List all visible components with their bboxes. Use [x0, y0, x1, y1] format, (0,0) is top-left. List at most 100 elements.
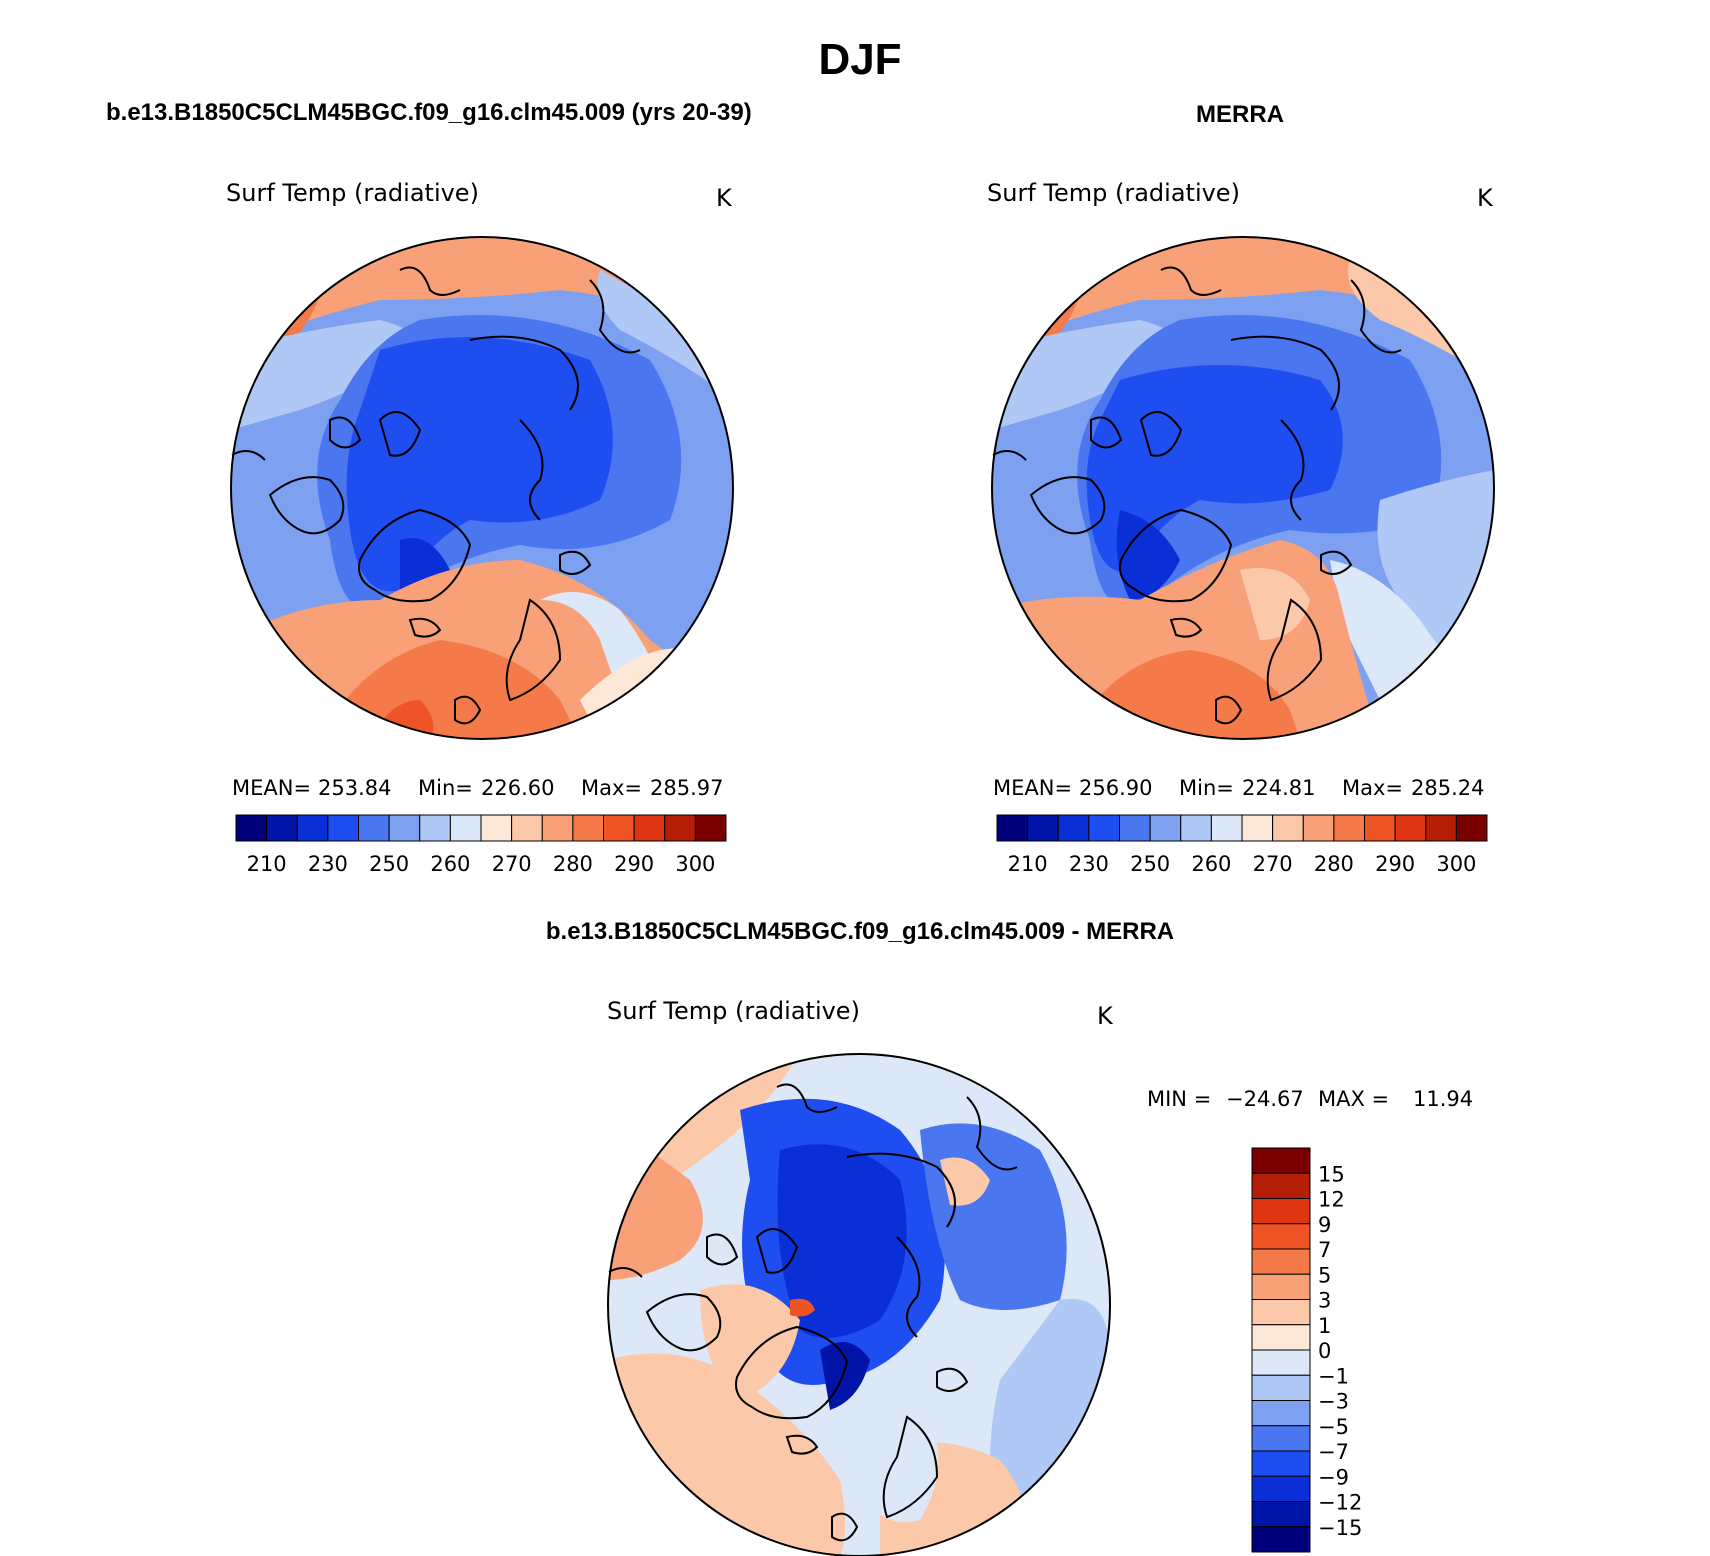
colorbar-bin [1251, 1425, 1311, 1452]
panel-obs-variable: Surf Temp (radiative) [987, 179, 1240, 207]
min-value: 226.60 [481, 776, 554, 800]
coastlines [608, 1083, 1018, 1542]
colorbar-bin [541, 814, 574, 842]
colorbar-tick-label: 280 [1314, 852, 1354, 876]
field-coldest-strait [820, 1342, 870, 1410]
panel-diff-title: b.e13.B1850C5CLM45BGC.f09_g16.clm45.009 … [546, 918, 1174, 945]
field-mild-norway [1240, 568, 1310, 640]
colorbar-bin [235, 814, 268, 842]
colorbar-bin [572, 814, 604, 842]
colorbar-bin [1251, 1223, 1311, 1250]
colorbar-bin [358, 814, 390, 842]
map-border [607, 1053, 1111, 1556]
field-warmer-atlantic [320, 640, 580, 739]
colorbar-tick-label: 280 [553, 852, 593, 876]
panel-model: b.e13.B1850C5CLM45BGC.f09_g16.clm45.009 … [106, 99, 752, 876]
colorbar-tick-label: 230 [308, 852, 348, 876]
max-value: 11.94 [1413, 1087, 1473, 1111]
colorbar-tick-label: −1 [1318, 1364, 1349, 1388]
colorbar-tick-label: 300 [675, 852, 715, 876]
max-value: 285.97 [650, 776, 723, 800]
colorbar-bin [480, 814, 513, 842]
colorbar-model: 210 230 250 260 270 280 290 300 [235, 814, 727, 876]
colorbar-tick-label: 290 [614, 852, 654, 876]
colorbar-bin [1251, 1273, 1311, 1300]
colorbar-bin [603, 814, 635, 842]
min-label: Min= [1179, 776, 1234, 800]
colorbar-bin [1251, 1198, 1311, 1225]
panel-diff-stats: MIN = −24.67 MAX = 11.94 [1147, 1087, 1473, 1111]
colorbar-tick-label: −7 [1318, 1440, 1349, 1464]
panel-obs-title: MERRA [1196, 101, 1284, 128]
colorbar-bin [1455, 814, 1488, 842]
min-value: 224.81 [1242, 776, 1315, 800]
panel-obs-stats: MEAN= 256.90 Min= 224.81 Max= 285.24 [993, 776, 1484, 800]
field-warm-greenland [700, 1284, 800, 1400]
panel-obs: MERRA Surf Temp (radiative) K [987, 101, 1495, 876]
colorbar-bin [1251, 1248, 1311, 1275]
colorbar-bin [296, 814, 329, 842]
colorbar-tick-label: 260 [1191, 852, 1231, 876]
colorbar-bin [1364, 814, 1396, 842]
mean-label: MEAN= [993, 776, 1072, 800]
colorbar-bin [1251, 1374, 1311, 1401]
field-hot-spot [790, 1298, 815, 1317]
polar-map-diff [607, 1053, 1111, 1556]
field-coldest-greenland [1116, 510, 1180, 600]
colorbar-bin [1302, 814, 1335, 842]
colorbar-bin [1251, 1172, 1311, 1199]
colorbar-tick-label: 250 [1130, 852, 1170, 876]
figure-title: DJF [818, 35, 901, 84]
colorbar-tick-label: 290 [1375, 852, 1415, 876]
colorbar-bin [1251, 1349, 1311, 1376]
field-cold-core [346, 337, 613, 592]
colorbar-tick-label: 260 [430, 852, 470, 876]
panel-obs-units: K [1477, 184, 1494, 212]
coastlines [231, 266, 641, 725]
colorbar-tick-label: 5 [1318, 1263, 1331, 1287]
colorbar-bin [419, 814, 451, 842]
colorbar-bin [1180, 814, 1212, 842]
field-warm-spot-1 [940, 1157, 990, 1206]
colorbar-bin [1251, 1475, 1311, 1502]
polar-map-model [230, 236, 734, 740]
mean-label: MEAN= [232, 776, 311, 800]
mean-value: 253.84 [318, 776, 391, 800]
mean-value: 256.90 [1079, 776, 1152, 800]
panel-model-stats: MEAN= 253.84 Min= 226.60 Max= 285.97 [232, 776, 723, 800]
colorbar-tick-label: 250 [369, 852, 409, 876]
colorbar-bin [1251, 1450, 1311, 1477]
colorbar-tick-label: 1 [1318, 1314, 1331, 1338]
colorbar-bin [1394, 814, 1427, 842]
map-border [991, 236, 1495, 740]
panel-model-units: K [716, 184, 733, 212]
panel-diff-variable: Surf Temp (radiative) [607, 997, 860, 1025]
colorbar-bin [1149, 814, 1182, 842]
max-label: Max= [581, 776, 642, 800]
colorbar-bin [1210, 814, 1243, 842]
polar-map-obs [991, 236, 1495, 740]
colorbar-bin [1251, 1299, 1311, 1326]
field-cool-band-1 [231, 320, 420, 430]
colorbar-bin [1251, 1526, 1311, 1553]
colorbar-bin [1241, 814, 1274, 842]
colorbar-bin [1027, 814, 1059, 842]
colorbar-tick-label: 9 [1318, 1213, 1331, 1237]
colorbar-bin [511, 814, 543, 842]
colorbar-tick-label: 230 [1069, 852, 1109, 876]
colorbar-tick-label: 210 [1008, 852, 1048, 876]
min-label: Min= [418, 776, 473, 800]
field-cool-band-2 [597, 270, 733, 400]
colorbar-tick-label: −9 [1318, 1465, 1349, 1489]
panel-diff-units: K [1097, 1002, 1114, 1030]
coastlines [992, 266, 1402, 725]
colorbar-bin [327, 814, 359, 842]
colorbar-tick-label: 300 [1436, 852, 1476, 876]
colorbar-tick-label: −3 [1318, 1390, 1349, 1414]
colorbar-bin [694, 814, 727, 842]
colorbar-bin [664, 814, 696, 842]
max-value: 285.24 [1411, 776, 1484, 800]
min-value: −24.67 [1226, 1087, 1304, 1111]
